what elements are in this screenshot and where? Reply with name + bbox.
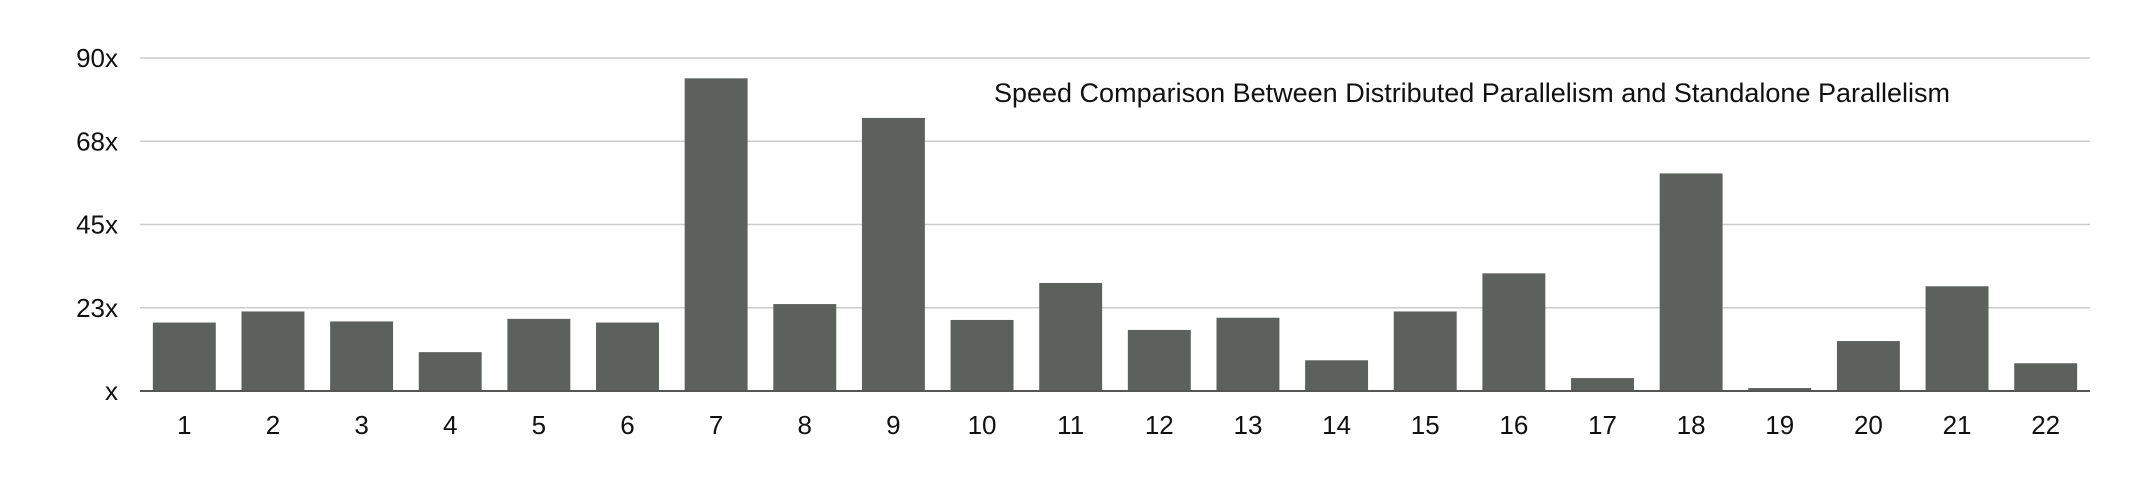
y-tick-label: 68x — [76, 126, 118, 156]
bar — [507, 318, 571, 391]
y-tick-label: 23x — [76, 293, 118, 323]
x-tick-label: 10 — [968, 410, 997, 440]
bar — [1039, 282, 1103, 391]
x-tick-label: 21 — [1943, 410, 1972, 440]
x-tick-label: 19 — [1765, 410, 1794, 440]
y-tick-label: 45x — [76, 210, 118, 240]
bar — [1305, 360, 1369, 391]
bar — [2014, 363, 2078, 391]
y-tick-label: 90x — [76, 43, 118, 73]
bar — [1216, 317, 1280, 391]
bar — [418, 352, 482, 391]
x-tick-label: 2 — [266, 410, 280, 440]
x-tick-label: 22 — [2031, 410, 2060, 440]
bar — [1925, 286, 1989, 391]
x-tick-label: 3 — [354, 410, 368, 440]
bar — [773, 304, 837, 391]
x-tick-label: 4 — [443, 410, 457, 440]
gridlines — [140, 57, 2090, 309]
x-tick-label: 18 — [1677, 410, 1706, 440]
x-tick-label: 9 — [886, 410, 900, 440]
x-tick-labels: 1 2 3 4 5 6 7 8 9 10 11 12 13 14 15 16 17 18 19 20 21 22 — [177, 410, 2060, 440]
bars — [152, 78, 2078, 391]
bar — [1393, 311, 1457, 391]
x-tick-label: 14 — [1322, 410, 1351, 440]
x-tick-label: 15 — [1411, 410, 1440, 440]
x-tick-label: 13 — [1233, 410, 1262, 440]
bar — [950, 319, 1014, 391]
bar — [1836, 341, 1900, 391]
y-tick-labels: x 23x 45x 68x 90x — [76, 43, 118, 406]
bar — [152, 322, 216, 391]
x-tick-label: 12 — [1145, 410, 1174, 440]
bar — [684, 78, 748, 391]
x-tick-label: 5 — [532, 410, 546, 440]
bar — [1482, 273, 1546, 391]
bar — [330, 321, 394, 391]
bar — [596, 322, 659, 391]
bar — [241, 311, 305, 391]
y-tick-label: x — [105, 376, 118, 406]
x-tick-label: 20 — [1854, 410, 1883, 440]
x-tick-label: 1 — [177, 410, 191, 440]
x-tick-label: 8 — [798, 410, 812, 440]
bar — [861, 117, 925, 391]
chart-title: Speed Comparison Between Distributed Par… — [994, 78, 1950, 108]
bar — [1659, 173, 1723, 391]
x-tick-label: 7 — [709, 410, 723, 440]
bar — [1748, 388, 1812, 391]
bar — [1571, 378, 1634, 391]
x-tick-label: 6 — [620, 410, 634, 440]
bar — [1127, 329, 1191, 391]
x-tick-label: 11 — [1057, 410, 1084, 440]
x-tick-label: 16 — [1499, 410, 1528, 440]
x-tick-label: 17 — [1588, 410, 1617, 440]
